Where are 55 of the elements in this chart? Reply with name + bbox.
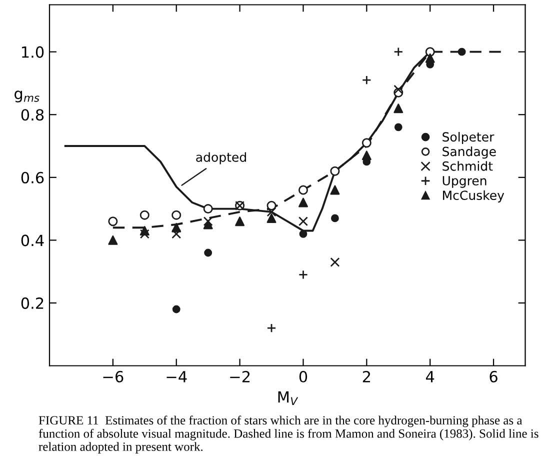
- x-tick-label: 2: [362, 370, 370, 382]
- point: [204, 248, 212, 257]
- legend-label: Solpeter: [442, 132, 494, 144]
- point: [394, 104, 404, 114]
- point: [362, 138, 372, 148]
- x-axis-title: M$_{V}$: [278, 391, 298, 406]
- x-tick-label: −6: [103, 370, 124, 382]
- point: [235, 216, 245, 226]
- point: [458, 48, 466, 56]
- point: [140, 210, 150, 220]
- point: [394, 84, 404, 94]
- x-tick-label: 0: [299, 370, 308, 382]
- legend-label: Schmidt: [442, 161, 493, 171]
- point: [298, 185, 308, 195]
- point: [140, 226, 150, 236]
- point: [330, 166, 340, 176]
- point: [266, 213, 276, 223]
- y-axis-title: g$_{ms}$: [14, 90, 40, 102]
- point: [203, 220, 213, 230]
- y-tick-label: 0.4: [21, 234, 44, 246]
- point: [203, 216, 213, 226]
- legend-label: McCuskey: [443, 190, 504, 202]
- point: [330, 185, 340, 195]
- point: [330, 257, 340, 267]
- point: [362, 75, 372, 85]
- point: [108, 235, 118, 245]
- y-tick-label: 0.8: [21, 109, 44, 121]
- point: [299, 230, 308, 238]
- point: [425, 47, 435, 57]
- point: [172, 305, 180, 314]
- point: [394, 123, 402, 132]
- legend-label: Sandage: [442, 146, 496, 159]
- y-tick-label: 0.2: [21, 297, 44, 309]
- point: [108, 216, 118, 226]
- caption: FIGURE 11 Estimates of the fraction of stars which are in the core hydrogen-burning phase as a function of absolute visual magnitude. Dashed line is from Mamon and Soneira (1983). Solid line is relation adopted in present work.: [38, 416, 538, 454]
- point: [298, 198, 308, 208]
- point: [425, 53, 435, 63]
- legend-label: Upgren: [442, 176, 486, 188]
- point: [266, 200, 276, 210]
- point: [172, 222, 182, 232]
- point: [298, 216, 308, 226]
- x-tick-label: 6: [490, 370, 498, 382]
- point: [172, 229, 182, 239]
- point: [362, 150, 372, 160]
- y-tick-label: 1.0: [22, 46, 44, 58]
- x-tick-label: 4: [426, 371, 434, 382]
- point: [266, 323, 276, 333]
- point: [203, 204, 213, 214]
- annotation: adopted: [196, 152, 246, 164]
- point: [331, 214, 339, 222]
- point: [394, 47, 404, 57]
- x-tick-label: −2: [230, 370, 250, 382]
- x-tick-label: −4: [166, 371, 187, 382]
- y-tick-label: 0.6: [21, 172, 44, 184]
- point: [172, 210, 182, 220]
